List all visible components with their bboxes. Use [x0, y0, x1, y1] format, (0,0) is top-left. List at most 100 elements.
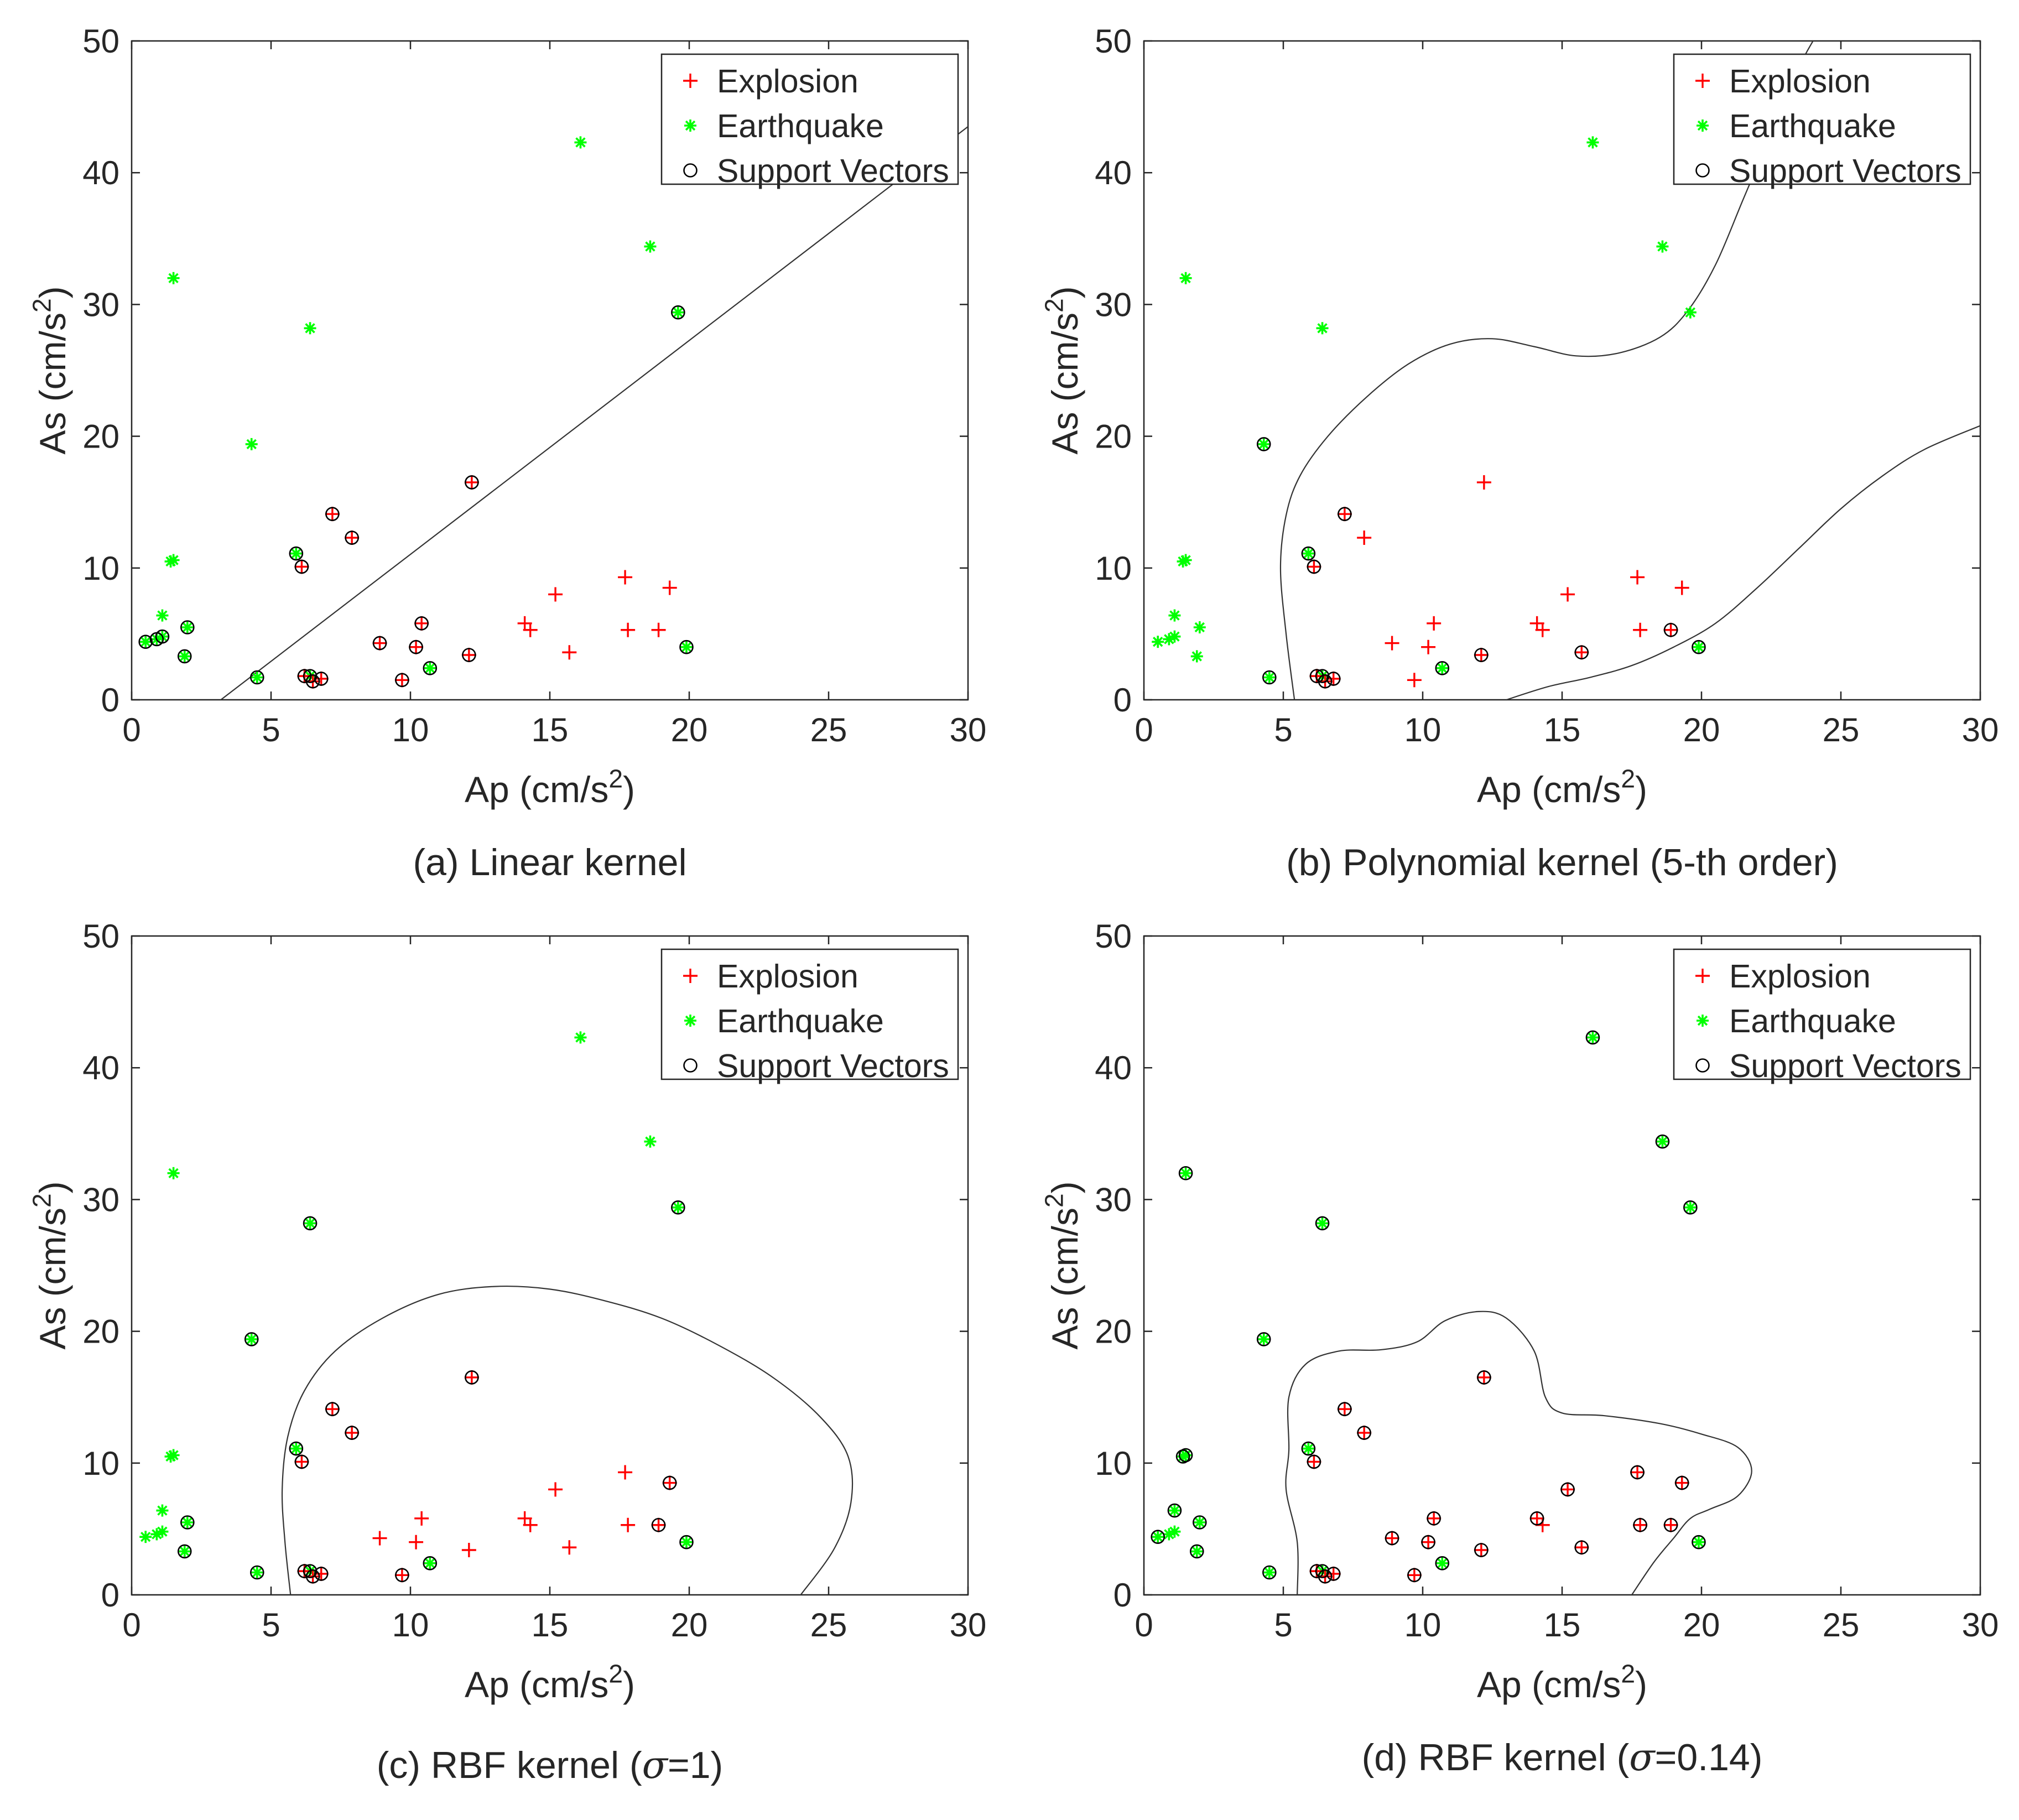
support-vector-marker — [297, 669, 312, 683]
y-tick-label: 50 — [1095, 23, 1132, 60]
earthquake-marker — [156, 609, 169, 622]
support-vector-marker — [1262, 1565, 1277, 1580]
decision-boundary — [1285, 1311, 1752, 1595]
earthquake-marker — [167, 554, 180, 566]
explosion-marker — [1421, 1535, 1436, 1549]
support-vector-marker — [345, 531, 359, 545]
earthquake-marker — [1179, 272, 1192, 284]
x-tick-label: 15 — [1544, 1606, 1581, 1644]
earthquake-marker — [424, 1557, 436, 1569]
y-tick-label: 40 — [1095, 154, 1132, 191]
support-vector-marker — [1585, 1030, 1600, 1045]
explosion-marker — [1357, 1426, 1372, 1441]
support-vector-marker — [314, 1567, 329, 1581]
legend-label: Explosion — [1729, 63, 1871, 100]
support-vector-marker — [180, 1515, 195, 1530]
support-vector-marker — [1633, 1517, 1647, 1532]
x-tick-label: 25 — [1823, 711, 1860, 748]
support-vector-marker — [372, 636, 387, 651]
support-vector-marker — [679, 1535, 694, 1549]
earthquake-marker — [178, 650, 191, 663]
x-tick-label: 15 — [1544, 711, 1581, 748]
y-tick-label: 40 — [82, 154, 119, 191]
earthquake-marker — [574, 136, 587, 149]
earthquake-marker — [574, 1031, 587, 1044]
boundary-curve — [281, 1285, 854, 1595]
support-vector-marker — [1309, 669, 1324, 683]
legend-label: Explosion — [717, 958, 858, 995]
legend-support-vector-marker — [683, 163, 698, 178]
explosion-marker — [523, 622, 538, 637]
support-vector-marker — [249, 670, 264, 685]
support-vector-marker — [155, 629, 170, 644]
support-vector-marker — [325, 1402, 340, 1416]
explosion-marker — [651, 1517, 666, 1532]
explosion-marker — [1407, 1568, 1422, 1583]
explosion-marker — [372, 1531, 387, 1546]
x-tick-label: 30 — [1962, 711, 1999, 748]
earthquake-marker — [644, 240, 657, 253]
legend-explosion-marker — [683, 74, 698, 88]
explosion-marker — [1407, 673, 1422, 688]
legend-box — [1673, 948, 1971, 1080]
earthquake-marker — [1152, 1531, 1164, 1543]
y-tick-label: 30 — [1095, 286, 1132, 323]
explosion-marker — [1633, 1517, 1648, 1532]
support-vector-marker — [303, 1216, 318, 1231]
support-vector-marker — [1474, 1543, 1489, 1557]
x-tick-label: 10 — [392, 1606, 429, 1644]
support-vector-marker — [1692, 1535, 1706, 1549]
explosion-marker — [461, 648, 476, 663]
support-vector-marker — [1407, 1568, 1422, 1583]
y-tick-label: 10 — [1095, 550, 1132, 587]
legend-support-vector-marker — [1695, 1058, 1710, 1073]
legend-support-vector-marker — [683, 1058, 698, 1073]
support-vector-marker — [177, 649, 192, 664]
support-vector-marker — [1655, 1134, 1670, 1149]
support-vector-marker — [289, 546, 304, 561]
earthquake-marker — [1586, 136, 1599, 149]
support-vector-marker — [1309, 1564, 1324, 1578]
support-vector-marker — [1256, 437, 1271, 451]
y-tick-label: 10 — [1095, 1445, 1132, 1482]
y-tick-label: 20 — [82, 1313, 119, 1350]
earthquake-marker — [245, 438, 258, 450]
explosion-marker — [345, 1426, 360, 1441]
support-vector-marker — [294, 559, 309, 574]
explosion-marker — [621, 1517, 636, 1532]
x-tick-label: 20 — [1683, 711, 1720, 748]
x-axis-label: Ap (cm/s2) — [1477, 1660, 1647, 1705]
legend-label: Explosion — [717, 63, 858, 100]
support-vector-marker — [345, 1426, 359, 1440]
x-tick-label: 30 — [1962, 1606, 1999, 1644]
y-tick-label: 20 — [1095, 418, 1132, 455]
explosion-marker — [1560, 1482, 1575, 1497]
support-vector-marker — [1427, 1511, 1441, 1526]
support-vector-marker — [671, 305, 685, 320]
panel-caption: (a) Linear kernel — [413, 841, 686, 883]
explosion-marker — [294, 559, 309, 574]
x-tick-label: 5 — [1274, 711, 1292, 748]
earthquake-marker — [1168, 609, 1181, 622]
explosion-marker — [1560, 587, 1575, 602]
decision-boundary — [281, 1285, 854, 1595]
support-vector-marker — [1326, 1567, 1341, 1581]
panel-c: 0 5 10 15 20 25 30 0 10 20 30 40 50 Ap (cm/s2) As (cm/… — [28, 918, 987, 1787]
legend-label: Earthquake — [717, 1003, 884, 1039]
earthquake-marker — [1263, 671, 1276, 684]
support-vector-marker — [177, 1544, 192, 1559]
x-tick-label: 25 — [810, 1606, 847, 1644]
legend-explosion-marker — [1695, 969, 1710, 983]
support-vector-marker — [1421, 1535, 1435, 1549]
y-tick-label: 30 — [82, 1181, 119, 1218]
y-tick-label: 0 — [101, 1577, 119, 1614]
support-vector-marker — [1663, 622, 1678, 637]
earthquake-marker — [1684, 306, 1697, 319]
earthquake-marker — [672, 1201, 684, 1214]
explosion-marker — [394, 1568, 409, 1583]
support-vector-marker — [249, 1565, 264, 1580]
support-vector-marker — [1357, 1426, 1371, 1440]
earthquake-marker — [1263, 1566, 1276, 1579]
explosion-marker — [548, 1482, 563, 1497]
explosion-marker — [1474, 648, 1489, 663]
